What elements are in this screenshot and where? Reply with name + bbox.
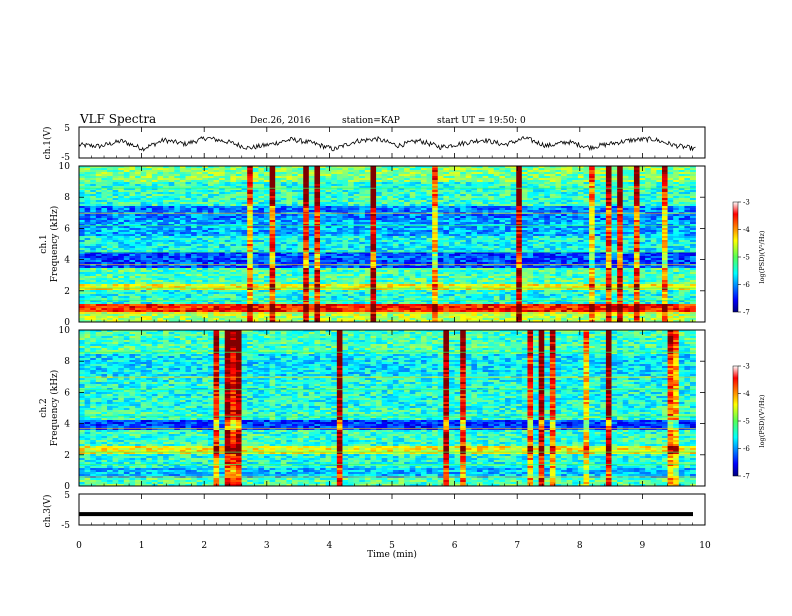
ch1-colorbar: -3 -4 -5 -6 -7 log(PSD)(V²/Hz): [733, 199, 766, 317]
ch2-spec-ytick-label: 6: [64, 388, 70, 398]
time-tick-label: 1: [139, 541, 145, 551]
time-tick-label: 3: [264, 541, 270, 551]
ch2-spec-ytick-label: 10: [59, 326, 71, 336]
ch1-colorbar-tick-label: -6: [743, 281, 750, 289]
ch1-spec-ytick-label: 6: [64, 224, 70, 234]
ch3-ylabel: ch.3(V): [42, 495, 53, 528]
ch2-spec-ytick-label: 4: [64, 420, 70, 430]
ch1-spectrogram-ylabel: ch.1: [39, 234, 49, 253]
time-tick-label: 7: [514, 541, 520, 551]
date-label: Dec.26, 2016: [250, 116, 311, 126]
start-time-label: start UT = 19:50: 0: [437, 116, 526, 126]
time-tick-label: 9: [640, 541, 646, 551]
ch1-colorbar-tick-label: -4: [743, 226, 750, 234]
ch1-colorbar-label: log(PSD)(V²/Hz): [758, 230, 766, 283]
station-label: station=KAP: [342, 116, 400, 126]
time-tick-label: 6: [452, 541, 458, 551]
ch1-spectrogram: [79, 166, 696, 322]
time-tick-label: 8: [577, 541, 583, 551]
ch2-spectrogram: [79, 330, 696, 486]
ch3-ytick-top: 5: [64, 491, 70, 501]
ch1-spec-ytick-label: 10: [59, 162, 71, 172]
ch1-colorbar-tick-label: -3: [743, 199, 750, 207]
ch1-colorbar-tick-label: -7: [743, 309, 750, 317]
ch1-frequency-label: Frequency (kHz): [49, 206, 60, 283]
ch2-spectrogram-ylabel: ch.2: [39, 398, 49, 417]
ch1-spec-ytick-label: 4: [64, 256, 70, 266]
ch2-colorbar-tick-label: -3: [743, 363, 750, 371]
ch2-colorbar-label: log(PSD)(V²/Hz): [758, 394, 766, 447]
ch1-colorbar-gradient: [733, 202, 738, 312]
ch2-spec-ytick-label: 2: [64, 451, 70, 461]
ch2-frequency-label: Frequency (kHz): [49, 370, 60, 447]
ch2-colorbar-tick-label: -7: [743, 473, 750, 481]
ch2-spec-ytick-label: 8: [64, 357, 70, 367]
ch2-colorbar-tick-label: -5: [743, 418, 750, 426]
ch1-series-line: [79, 137, 696, 151]
ch1-colorbar-tick-label: -5: [743, 254, 750, 262]
ch2-colorbar-tick-label: -6: [743, 445, 750, 453]
figure-title: VLF Spectra: [79, 112, 156, 126]
ch2-colorbar-tick-label: -4: [743, 390, 750, 398]
ch1-ytick-top: 5: [64, 124, 70, 134]
time-tick-label: 4: [327, 541, 333, 551]
ch2-colorbar: -3 -4 -5 -6 -7 log(PSD)(V²/Hz): [733, 363, 766, 481]
ch3-ytick-bottom: -5: [61, 521, 70, 531]
time-tick-label: 2: [201, 541, 207, 551]
ch2-colorbar-gradient: [733, 366, 738, 476]
time-tick-label: 0: [76, 541, 82, 551]
ch1-spec-ytick-label: 8: [64, 193, 70, 203]
time-axis-label: Time (min): [367, 549, 417, 560]
time-tick-label: 10: [699, 541, 711, 551]
ch1-ylabel: ch.1(V): [42, 127, 53, 160]
ch3-series-line: [79, 512, 693, 516]
ch1-spec-ytick-label: 2: [64, 287, 70, 297]
